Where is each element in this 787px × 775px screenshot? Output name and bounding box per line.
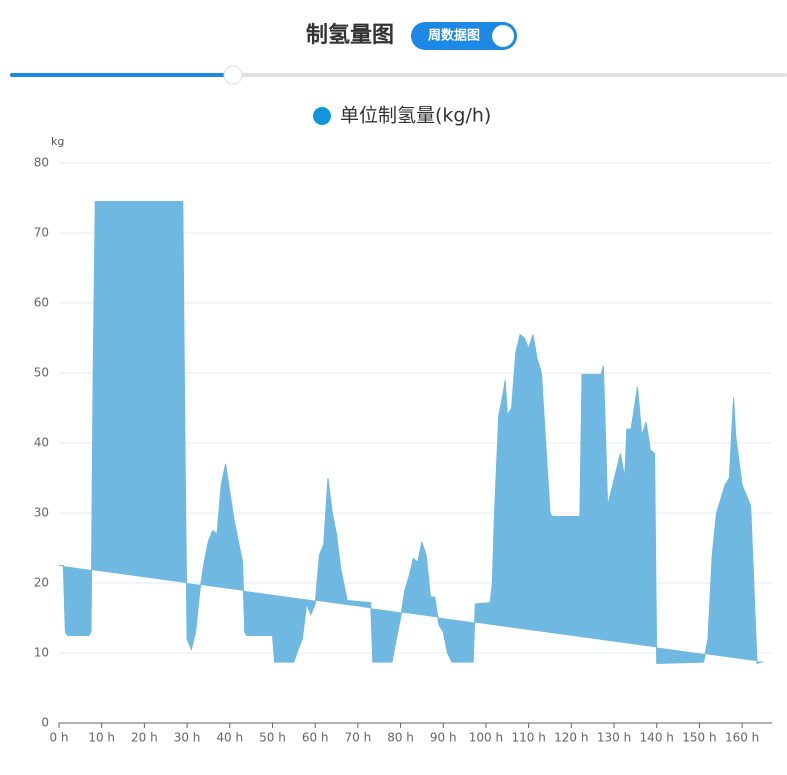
x-tick-label: 20 h (131, 731, 158, 745)
x-tick-label: 110 h (511, 731, 545, 745)
y-tick-label: 30 (34, 506, 49, 520)
y-tick-label: 60 (34, 296, 49, 310)
x-tick-label: 50 h (259, 731, 286, 745)
x-tick-label: 60 h (302, 731, 329, 745)
y-unit: kg (51, 135, 64, 148)
y-tick-label: 0 (41, 716, 49, 730)
y-tick-label: 40 (34, 436, 49, 450)
area (59, 201, 764, 665)
y-tick-label: 20 (34, 576, 49, 590)
y-tick-label: 80 (34, 156, 49, 170)
toggle-knob (492, 25, 514, 47)
y-tick-label: 50 (34, 366, 49, 380)
toggle[interactable] (411, 22, 517, 50)
legend-label[interactable]: 单位制氢量(kg/h) (340, 105, 491, 127)
x-tick-label: 80 h (387, 731, 414, 745)
x-tick-label: 150 h (682, 731, 716, 745)
x-tick-label: 130 h (597, 731, 631, 745)
slider-handle[interactable] (223, 65, 243, 85)
x-tick-label: 30 h (174, 731, 201, 745)
toggle-label: 周数据图 (428, 28, 480, 44)
y-tick-label: 70 (34, 226, 49, 240)
slider-fill (10, 73, 233, 77)
x-tick-label: 120 h (554, 731, 588, 745)
x-tick-label: 140 h (640, 731, 674, 745)
x-tick-label: 90 h (430, 731, 457, 745)
legend-marker (313, 107, 331, 125)
y-tick-label: 10 (34, 646, 49, 660)
x-tick-label: 10 h (88, 731, 115, 745)
x-tick-label: 40 h (216, 731, 243, 745)
page-title: 制氢量图 (306, 22, 394, 48)
x-tick-label: 0 h (49, 731, 68, 745)
x-tick-label: 160 h (725, 731, 759, 745)
x-tick-label: 100 h (469, 731, 503, 745)
x-tick-label: 70 h (345, 731, 372, 745)
